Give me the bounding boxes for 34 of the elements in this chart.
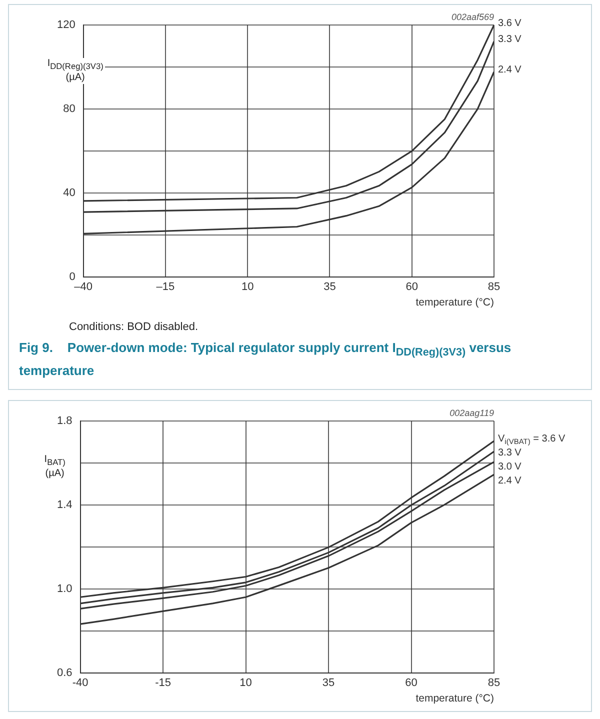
- x-tick-label: 85: [488, 280, 500, 293]
- x-tick-label: –40: [74, 280, 93, 293]
- x-tick-label: 10: [241, 280, 254, 293]
- y-tick-label: 0: [69, 271, 76, 284]
- x-tick-label: 60: [406, 280, 418, 293]
- x-tick-label: 60: [405, 676, 418, 689]
- x-tick-label: 35: [322, 676, 335, 689]
- text: 002aaf569: [451, 12, 494, 22]
- y-axis-title: I$_{BAT)}$ (µA): [42, 454, 68, 480]
- text: 002aag119: [450, 408, 494, 418]
- x-tick-label: 10: [240, 676, 252, 689]
- y-tick-label: 0.6: [56, 667, 72, 680]
- y-tick-label: 1.4: [56, 499, 72, 512]
- y-tick-label: 120: [56, 19, 76, 32]
- x-tick-label: 85: [488, 676, 500, 689]
- y-tick-label: 1.0: [56, 583, 72, 596]
- x-tick-label: -15: [155, 676, 171, 689]
- x-tick-label: -40: [72, 676, 88, 689]
- x-axis-title: temperature (°C): [416, 692, 494, 705]
- series-label: 3.0 V: [498, 462, 522, 473]
- series-label: 2.4 V: [498, 64, 522, 76]
- y-tick-label: 80: [63, 103, 76, 116]
- x-tick-label: –15: [156, 280, 175, 293]
- x-axis-title: temperature (°C): [416, 296, 494, 309]
- series-label: 2.4 V: [498, 476, 522, 487]
- x-tick-label: 35: [324, 280, 336, 293]
- y-axis-title: I$_{DD(Reg)(3V3)}$ (µA): [45, 58, 106, 84]
- series-label: 3.6 V: [498, 18, 522, 29]
- chart-title: Fig 9. Power-down mode: Typical regulator supply current I$_{DD(Reg)(3V3)}$ versus temperature: [19, 340, 512, 378]
- series-label: 3.3 V: [498, 448, 522, 459]
- series-label: 3.3 V: [498, 34, 522, 46]
- text: Conditions: BOD disabled.: [69, 321, 200, 333]
- y-tick-label: 1.8: [56, 415, 72, 428]
- y-tick-label: 40: [63, 187, 76, 200]
